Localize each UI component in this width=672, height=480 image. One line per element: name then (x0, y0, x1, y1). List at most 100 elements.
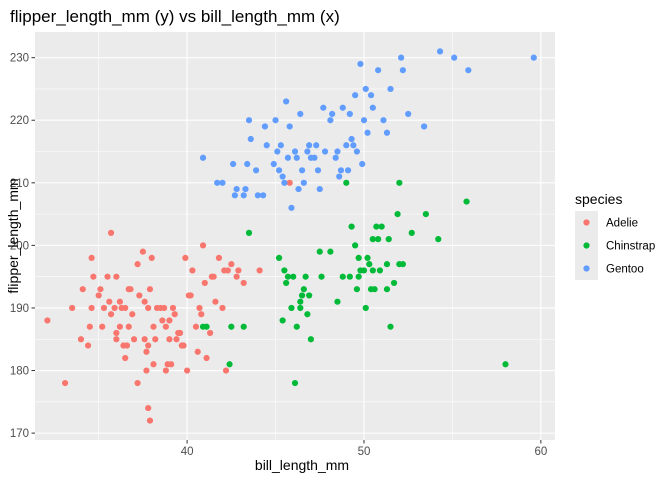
point-chinstrap (376, 267, 383, 274)
point-chinstrap (383, 261, 391, 268)
point-adelie (122, 354, 129, 362)
data-points (44, 48, 537, 424)
point-gentoo (297, 110, 304, 118)
point-adelie (139, 248, 146, 255)
point-gentoo (327, 117, 334, 124)
point-gentoo (329, 110, 336, 118)
point-adelie (136, 292, 143, 299)
point-chinstrap (284, 273, 292, 280)
point-chinstrap (291, 379, 299, 387)
y-tick-label: 190 (10, 303, 29, 315)
point-adelie (166, 317, 173, 324)
point-chinstrap (364, 254, 371, 262)
point-adelie (196, 304, 203, 312)
point-gentoo (369, 104, 376, 111)
point-chinstrap (275, 254, 283, 262)
point-chinstrap (394, 210, 401, 218)
legend-key-chinstrap (583, 242, 590, 249)
point-adelie (192, 323, 200, 330)
point-chinstrap (304, 311, 311, 318)
point-gentoo (348, 135, 355, 143)
point-gentoo (375, 67, 382, 74)
point-chinstrap (378, 223, 385, 230)
point-adelie (198, 311, 205, 318)
point-gentoo (343, 142, 350, 149)
point-adelie (145, 304, 152, 312)
legend-label-gentoo: Gentoo (606, 264, 644, 276)
point-gentoo (436, 48, 444, 55)
point-chinstrap (288, 304, 295, 312)
point-chinstrap (399, 261, 406, 268)
legend: species Adelie Chinstrap Gentoo (575, 191, 655, 280)
point-gentoo (229, 160, 237, 168)
point-gentoo (240, 192, 247, 199)
point-gentoo (346, 110, 353, 118)
point-adelie (168, 361, 175, 368)
point-adelie (143, 367, 150, 374)
point-chinstrap (371, 286, 378, 293)
point-gentoo (332, 154, 339, 161)
point-adelie (127, 286, 134, 293)
point-adelie (141, 298, 148, 305)
point-chinstrap (369, 236, 376, 243)
point-gentoo (383, 129, 391, 136)
point-gentoo (307, 154, 315, 161)
point-gentoo (357, 60, 364, 68)
x-tick-label: 40 (181, 446, 194, 458)
point-adelie (162, 367, 169, 374)
point-chinstrap (369, 267, 376, 274)
point-gentoo (254, 192, 261, 199)
point-chinstrap (422, 210, 429, 218)
point-gentoo (387, 85, 394, 93)
y-tick-label: 170 (10, 428, 29, 440)
point-adelie (134, 379, 141, 387)
point-adelie (152, 336, 159, 343)
point-chinstrap (375, 236, 382, 243)
point-gentoo (316, 185, 323, 193)
point-adelie (145, 404, 152, 412)
point-chinstrap (352, 242, 359, 249)
point-gentoo (214, 179, 221, 186)
point-chinstrap (307, 336, 315, 343)
point-adelie (201, 279, 208, 287)
point-adelie (129, 311, 136, 318)
point-adelie (161, 304, 168, 312)
point-gentoo (360, 117, 368, 124)
point-gentoo (334, 148, 341, 155)
point-gentoo (279, 173, 286, 180)
point-gentoo (352, 92, 359, 99)
y-tick-label: 230 (10, 53, 29, 65)
legend-key-gentoo (583, 265, 590, 272)
point-gentoo (260, 192, 267, 199)
point-adelie (99, 323, 106, 330)
point-gentoo (313, 142, 320, 149)
point-gentoo (298, 167, 306, 174)
point-adelie (61, 379, 69, 387)
y-tick-label: 180 (10, 366, 29, 378)
point-adelie (113, 329, 120, 337)
point-adelie (100, 304, 108, 312)
point-chinstrap (355, 254, 362, 262)
point-chinstrap (290, 273, 297, 280)
point-gentoo (288, 204, 295, 211)
legend-title: species (575, 191, 622, 207)
point-chinstrap (297, 298, 304, 305)
point-gentoo (398, 54, 405, 61)
point-chinstrap (348, 223, 355, 230)
point-adelie (199, 242, 207, 249)
x-tick-label: 60 (534, 446, 547, 458)
point-chinstrap (283, 279, 290, 287)
point-chinstrap (385, 236, 392, 243)
point-gentoo (284, 154, 292, 161)
point-adelie (84, 342, 92, 349)
point-chinstrap (502, 361, 509, 368)
point-gentoo (295, 185, 302, 193)
point-adelie (169, 304, 177, 312)
point-adelie (122, 304, 129, 312)
legend-label-chinstrap: Chinstrap (606, 241, 655, 253)
point-chinstrap (339, 273, 346, 280)
point-adelie (235, 267, 242, 274)
point-chinstrap (463, 198, 470, 205)
point-chinstrap (293, 323, 300, 330)
point-gentoo (274, 148, 281, 155)
